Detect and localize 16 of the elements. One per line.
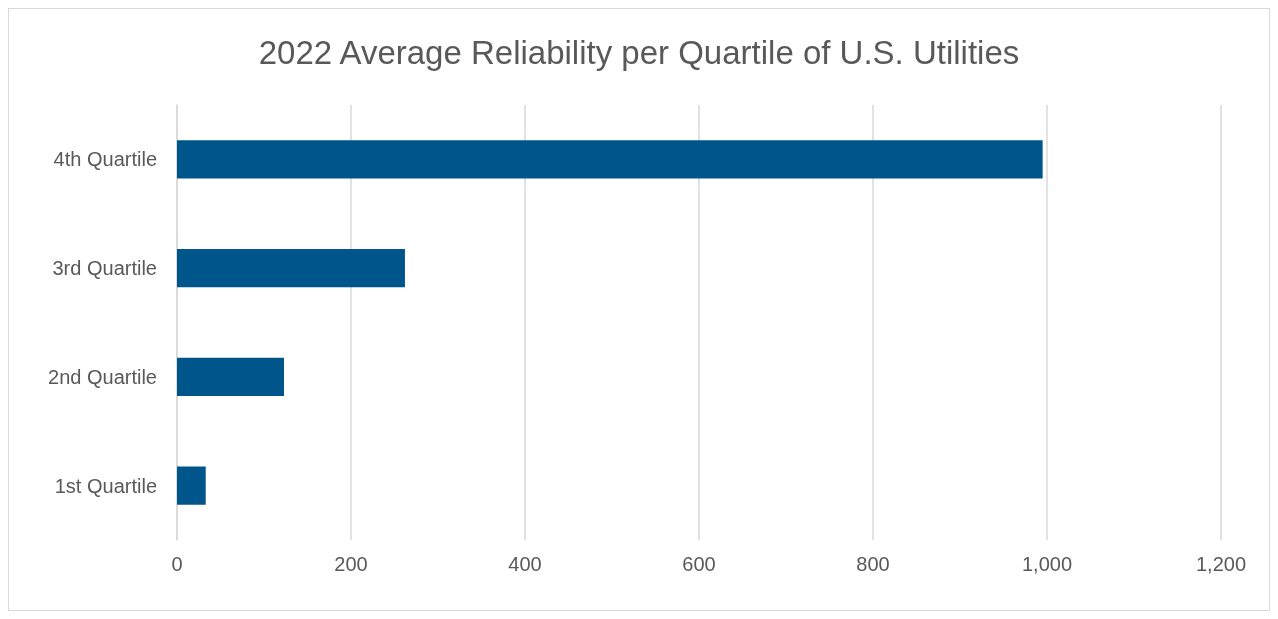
y-tick-label: 4th Quartile [53,148,157,171]
x-tick-label: 600 [682,553,716,575]
x-tick-label: 400 [508,553,542,575]
y-tick-label: 2nd Quartile [48,365,157,388]
bar [177,357,285,396]
bar [177,466,206,505]
y-tick-label: 3rd Quartile [52,257,157,280]
x-tick-label: 1,200 [1195,553,1247,575]
x-tick-label: 0 [171,553,183,575]
chart-title: 2022 Average Reliability per Quartile of U.S. Utilities [258,34,1020,71]
x-tick-label: 800 [856,553,890,575]
x-tick-label: 200 [334,553,368,575]
y-tick-label: 1st Quartile [54,474,157,497]
bar [177,249,405,288]
bar [177,140,1043,179]
x-tick-label: 1,000 [1021,553,1073,575]
